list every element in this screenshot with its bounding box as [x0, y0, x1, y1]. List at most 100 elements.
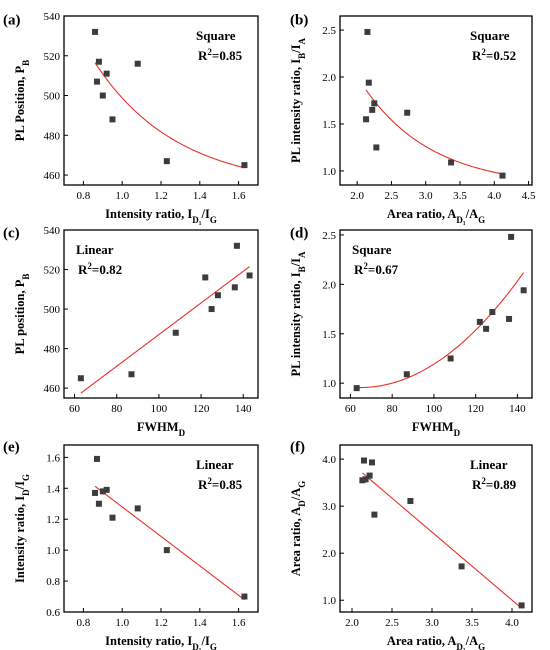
- y-axis-label-subscript: B: [21, 60, 31, 66]
- data-point: [93, 455, 100, 462]
- x-tick-label: 3.5: [453, 190, 467, 202]
- y-axis-label: Intensity ratio, ID/IG: [13, 474, 31, 583]
- fit-type-annotation: Linear: [196, 457, 234, 472]
- y-axis-label: PL intensity ratio, IB/IA: [289, 251, 307, 377]
- r-squared-value: 0.67: [375, 262, 398, 277]
- data-point: [163, 547, 170, 554]
- x-axis-label: FWHMD: [412, 420, 461, 438]
- data-point: [163, 158, 170, 165]
- y-axis-label-subscript-2: G: [21, 474, 31, 481]
- y-axis-label-subscript: D: [297, 500, 307, 507]
- x-axis-label-main: FWHM: [412, 420, 454, 434]
- x-axis-label: FWHMD: [137, 420, 186, 438]
- x-axis-label-subscript: D: [454, 428, 461, 438]
- chart-panel-4: 60 80 100 120 140 1.0 1.5 2.0 2.5 (d) FWHMD PL inte…: [289, 226, 533, 438]
- y-tick-label: 2.5: [322, 230, 336, 242]
- fit-curve: [94, 62, 245, 169]
- plot-frame: [339, 444, 533, 613]
- data-point: [371, 511, 378, 518]
- data-point: [364, 28, 371, 35]
- y-tick-label: 1.0: [322, 378, 336, 390]
- y-axis-label-tail: /I: [289, 44, 303, 53]
- fit-curve: [80, 266, 250, 394]
- x-tick-label: 100: [426, 403, 443, 415]
- data-point: [371, 100, 378, 107]
- data-point: [233, 242, 240, 249]
- x-axis-label-subscript: D₁: [192, 642, 201, 650]
- data-point: [246, 272, 253, 279]
- x-tick-label: 1.6: [232, 190, 246, 202]
- data-point: [77, 375, 84, 382]
- y-tick-label: 2.0: [322, 279, 336, 291]
- x-tick-label: 1.2: [154, 617, 168, 629]
- fit-type-annotation: Square: [352, 242, 392, 257]
- data-point: [489, 309, 496, 316]
- y-tick-label: 1.0: [322, 166, 336, 178]
- data-point: [93, 78, 100, 85]
- chart-panel-1: 0.8 1.0 1.2 1.4 1.6 460 480 500 520 540 (a) Intensi…: [3, 11, 259, 225]
- data-point: [353, 385, 360, 392]
- y-tick-label: 520: [44, 51, 61, 63]
- chart-panel-3: 60 80 100 120 140 460 480 500 520 540 (c) FWHMD PL p…: [3, 225, 259, 438]
- x-tick-label: 80: [111, 403, 123, 415]
- y-tick-label: 480: [44, 344, 61, 356]
- y-tick-label: 2.0: [322, 72, 336, 84]
- data-point: [99, 488, 106, 495]
- data-point: [92, 489, 99, 496]
- r-squared-value: 0.85: [219, 477, 242, 492]
- data-point: [134, 505, 141, 512]
- y-axis-label-subscript-2: A: [297, 37, 307, 44]
- plot-frame: [339, 229, 533, 399]
- x-axis-label-main: FWHM: [137, 420, 179, 434]
- x-tick-label: 1.0: [115, 190, 129, 202]
- panel-label: (b): [290, 13, 308, 29]
- chart-panel-6: 2.0 2.5 3.0 3.5 4.0 1.0 2.0 3.0 4.0 (f) Area ratio…: [289, 440, 533, 650]
- x-axis-label-tail: /A: [465, 634, 479, 648]
- data-point: [369, 459, 375, 466]
- x-tick-label: 60: [345, 403, 357, 415]
- x-tick-label: 4.0: [487, 190, 501, 202]
- data-point: [134, 60, 141, 67]
- x-tick-label: 1.2: [154, 190, 168, 202]
- x-axis-label-subscript: D₁: [192, 215, 201, 225]
- x-tick-label: 0.8: [77, 617, 91, 629]
- data-point: [476, 318, 483, 325]
- fit-type-annotation: Linear: [76, 242, 114, 257]
- r-squared-value: 0.89: [493, 477, 516, 492]
- y-axis-label: PL position, PB: [13, 274, 31, 355]
- y-axis-label-tail: /I: [289, 258, 303, 267]
- y-tick-label: 4.0: [322, 454, 336, 466]
- x-axis-label-tail: /I: [201, 207, 210, 221]
- data-point: [202, 274, 209, 281]
- x-tick-label: 140: [235, 403, 252, 415]
- y-tick-label: 0.6: [46, 607, 60, 619]
- y-tick-label: 500: [44, 91, 61, 103]
- x-tick-label: 2.0: [345, 617, 359, 629]
- y-tick-label: 1.4: [46, 483, 60, 495]
- y-axis-label-main: PL intensity ratio, I: [289, 272, 303, 376]
- x-axis-label-tail: /I: [201, 634, 210, 648]
- data-point: [95, 500, 102, 507]
- data-point: [369, 106, 376, 113]
- x-tick-label: 3.0: [425, 617, 439, 629]
- x-tick-label: 3.0: [419, 190, 433, 202]
- x-tick-label: 2.5: [385, 617, 399, 629]
- y-axis-label-subscript-2: G: [297, 481, 307, 488]
- data-point: [214, 292, 221, 299]
- fit-type-annotation: Linear: [470, 457, 508, 472]
- x-axis-label-subscript-2: G: [478, 215, 485, 225]
- y-axis-label-main: PL position, P: [13, 279, 27, 354]
- y-axis-label: PL intensity ratio, IB/IA: [289, 37, 307, 163]
- data-point: [506, 315, 513, 322]
- y-axis-label-main: PL intensity ratio, I: [289, 59, 303, 163]
- panel-label: (f): [290, 440, 305, 456]
- x-tick-label: 4.5: [522, 190, 536, 202]
- x-tick-label: 1.6: [232, 617, 246, 629]
- x-axis-label-tail: /A: [465, 207, 479, 221]
- fit-type-annotation: Square: [470, 28, 510, 43]
- r-squared-annotation: R2=0.52: [472, 47, 516, 63]
- y-tick-label: 1.5: [322, 329, 336, 341]
- data-point: [508, 233, 515, 240]
- data-point: [92, 28, 99, 35]
